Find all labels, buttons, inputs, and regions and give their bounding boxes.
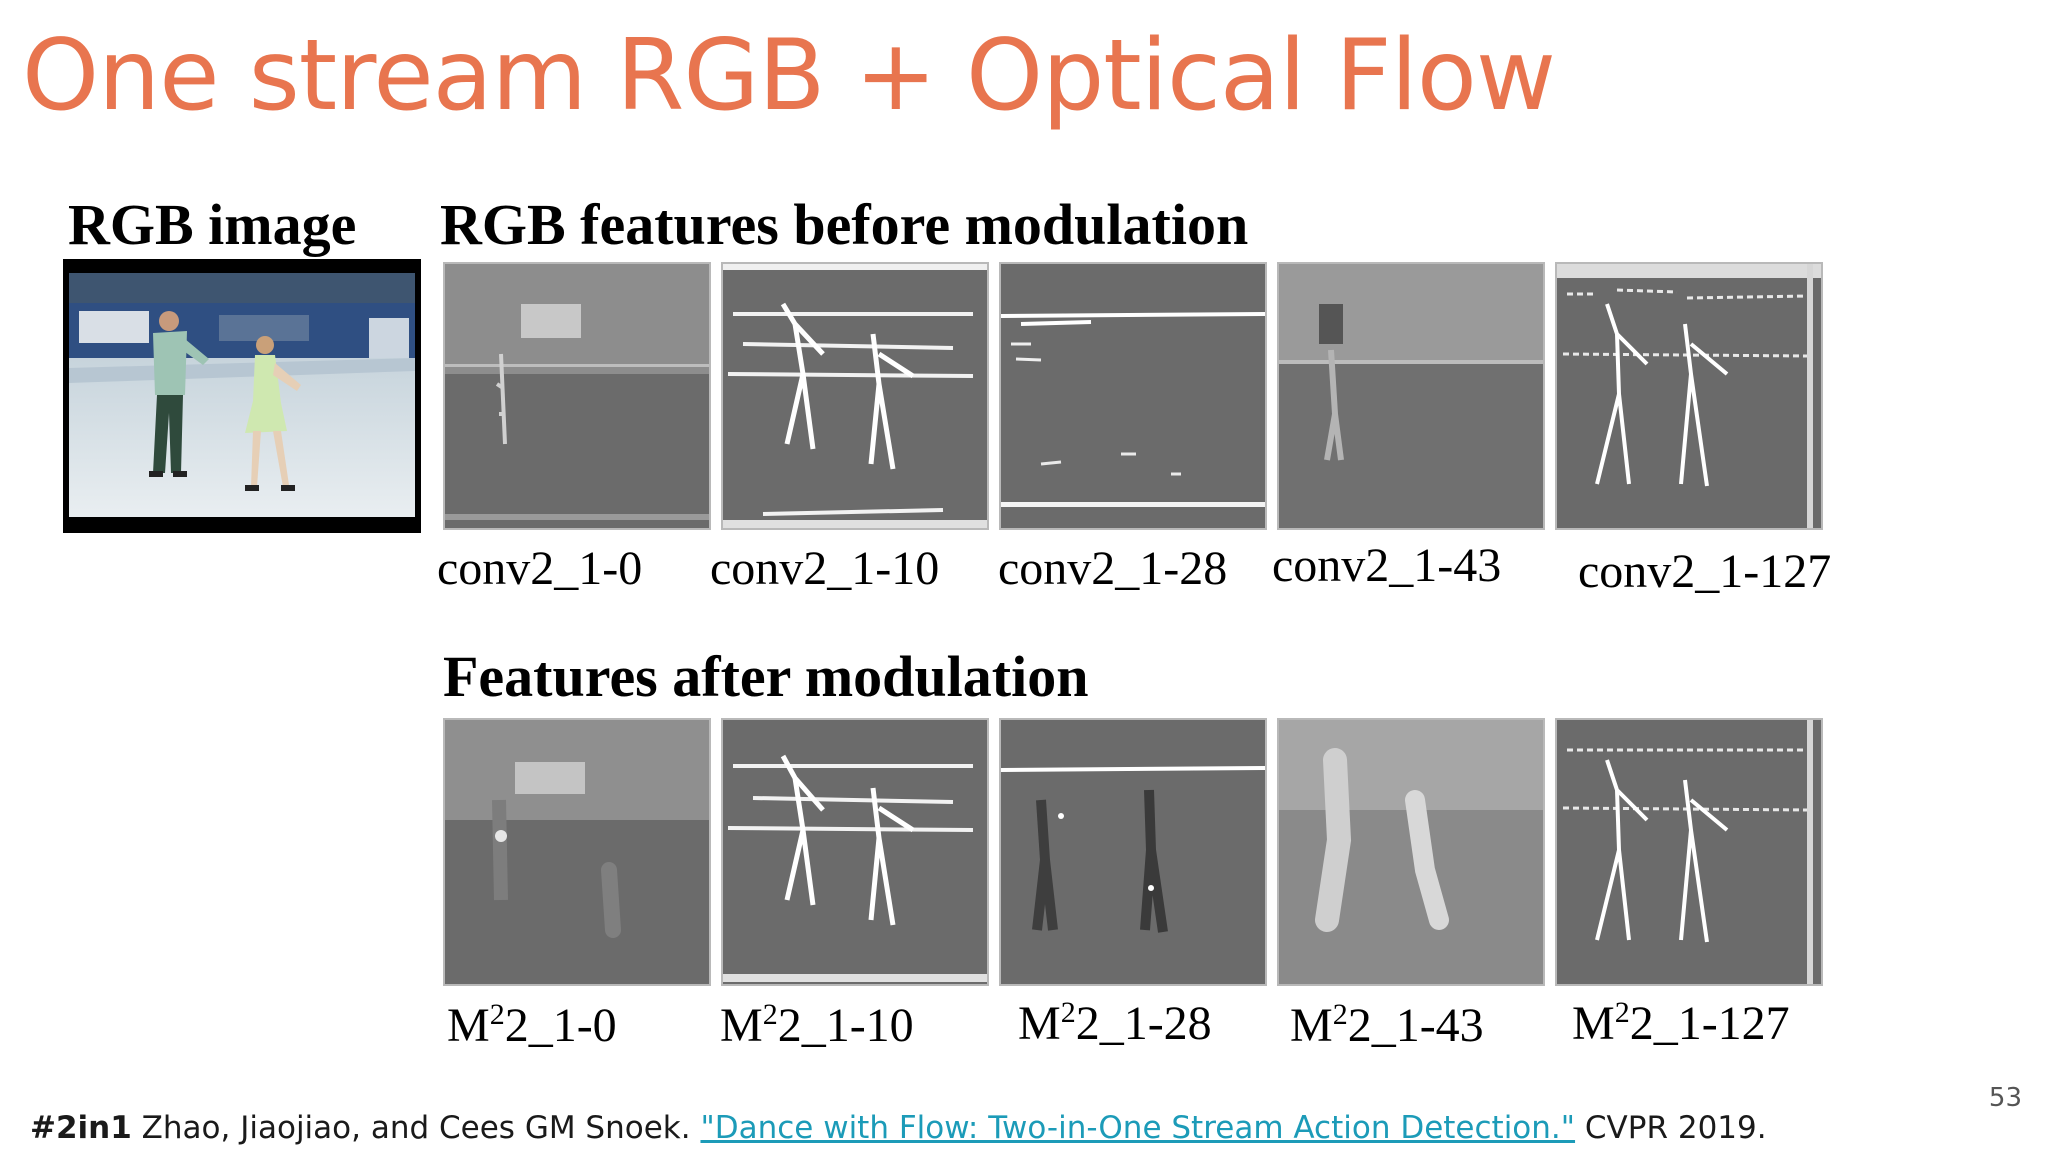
after-modulation-heading: Features after modulation (443, 644, 1089, 709)
citation: #2in1 Zhao, Jiaojiao, and Cees GM Snoek.… (30, 1110, 1767, 1146)
figure-skaters-photo (69, 273, 415, 517)
feature-map-before-3 (999, 262, 1267, 530)
before-label-2: conv2_1-10 (710, 542, 940, 595)
citation-paper-link[interactable]: "Dance with Flow: Two-in-One Stream Acti… (700, 1110, 1576, 1146)
before-label-4: conv2_1-43 (1272, 539, 1502, 592)
rgb-image (63, 259, 421, 533)
rgb-image-heading: RGB image (68, 192, 357, 257)
feature-map-before-4 (1277, 262, 1545, 530)
after-label-2: M22_1-10 (720, 998, 914, 1052)
page-number: 53 (1988, 1083, 2022, 1113)
after-modulation-row (443, 718, 1823, 990)
feature-map-after-3 (999, 718, 1267, 986)
slide-title: One stream RGB + Optical Flow (22, 19, 1556, 133)
feature-map-before-5 (1555, 262, 1823, 530)
citation-venue: CVPR 2019. (1584, 1110, 1767, 1146)
feature-map-after-1 (443, 718, 711, 986)
before-label-1: conv2_1-0 (437, 542, 643, 595)
citation-authors: Zhao, Jiaojiao, and Cees GM Snoek. (141, 1110, 691, 1146)
feature-map-before-2 (721, 262, 989, 530)
feature-map-after-4 (1277, 718, 1545, 986)
before-modulation-row (443, 262, 1823, 534)
after-label-1: M22_1-0 (447, 998, 617, 1052)
after-label-5: M22_1-127 (1572, 996, 1790, 1050)
after-label-4: M22_1-43 (1290, 998, 1484, 1052)
feature-map-before-1 (443, 262, 711, 530)
feature-map-after-5 (1555, 718, 1823, 986)
before-label-5: conv2_1-127 (1578, 545, 1832, 598)
after-label-3: M22_1-28 (1018, 996, 1212, 1050)
before-modulation-heading: RGB features before modulation (440, 192, 1249, 257)
citation-tag: #2in1 (30, 1110, 132, 1146)
feature-map-after-2 (721, 718, 989, 986)
before-label-3: conv2_1-28 (998, 542, 1228, 595)
